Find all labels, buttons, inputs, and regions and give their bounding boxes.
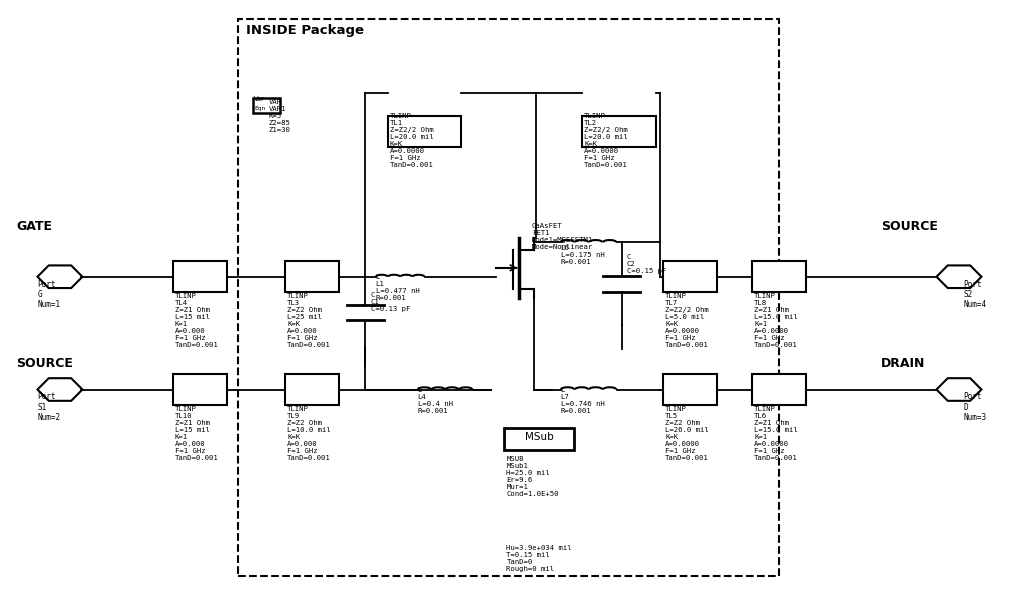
Text: VAR
VAR1
K=5
Z2=85
Z1=30: VAR VAR1 K=5 Z2=85 Z1=30 xyxy=(268,99,291,133)
FancyBboxPatch shape xyxy=(285,374,340,405)
FancyBboxPatch shape xyxy=(173,261,227,292)
FancyBboxPatch shape xyxy=(253,98,279,114)
FancyBboxPatch shape xyxy=(388,116,461,147)
Text: SOURCE: SOURCE xyxy=(882,220,938,233)
Text: Port
S2
Num=4: Port S2 Num=4 xyxy=(963,280,986,309)
Text: Hu=3.9e+034 mil
T=0.15 mil
TanD=0
Rough=0 mil: Hu=3.9e+034 mil T=0.15 mil TanD=0 Rough=… xyxy=(506,545,572,572)
Text: TLINP
TL10
Z=Z1 Ohm
L=15 mil
K=1
A=0.000
F=1 GHz
TanD=0.001: TLINP TL10 Z=Z1 Ohm L=15 mil K=1 A=0.000… xyxy=(175,406,219,461)
Text: GaAsFET
FET1
Mode1=MESFETM1
Mode=Nonlinear: GaAsFET FET1 Mode1=MESFETM1 Mode=Nonline… xyxy=(532,223,593,250)
Bar xyxy=(237,18,780,577)
Text: GATE: GATE xyxy=(16,220,52,233)
Text: L
L7
L=0.746 nH
R=0.001: L L7 L=0.746 nH R=0.001 xyxy=(561,387,605,414)
Text: Var: Var xyxy=(254,96,265,102)
Text: TLINP
TL1
Z=Z2/2 Ohm
L=20.0 mil
K=K
A=0.0000
F=1 GHz
TanD=0.001: TLINP TL1 Z=Z2/2 Ohm L=20.0 mil K=K A=0.… xyxy=(390,113,434,168)
FancyBboxPatch shape xyxy=(173,374,227,405)
Text: L
L6
L=0.175 nH
R=0.001: L L6 L=0.175 nH R=0.001 xyxy=(561,237,605,265)
Text: TLINP
TL3
Z=Z2 Ohm
L=25 mil
K=K
A=0.000
F=1 GHz
TanD=0.001: TLINP TL3 Z=Z2 Ohm L=25 mil K=K A=0.000 … xyxy=(287,293,331,348)
Text: TLINP
TL2
Z=Z2/2 Ohm
L=20.0 mil
K=K
A=0.0000
F=1 GHz
TanD=0.001: TLINP TL2 Z=Z2/2 Ohm L=20.0 mil K=K A=0.… xyxy=(584,113,628,168)
Text: MSub: MSub xyxy=(525,432,553,442)
Text: TLINP
TL6
Z=Z1 Ohm
L=15.0 mil
K=1
A=0.0000
F=1 GHz
TanD=0.001: TLINP TL6 Z=Z1 Ohm L=15.0 mil K=1 A=0.00… xyxy=(754,406,798,461)
Text: DRAIN: DRAIN xyxy=(882,357,926,370)
Text: INSIDE Package: INSIDE Package xyxy=(246,24,364,37)
Text: TLINP
TL8
Z=Z1 Ohm
L=15.0 mil
K=1
A=0.0000
F=1 GHz
TanD=0.001: TLINP TL8 Z=Z1 Ohm L=15.0 mil K=1 A=0.00… xyxy=(754,293,798,348)
Text: L
L1
L=0.477 nH
R=0.001: L L1 L=0.477 nH R=0.001 xyxy=(375,274,419,300)
FancyBboxPatch shape xyxy=(504,427,574,450)
Text: Port
G
Num=1: Port G Num=1 xyxy=(38,280,60,309)
FancyBboxPatch shape xyxy=(752,261,806,292)
Text: C
C2
C=0.15 pF: C C2 C=0.15 pF xyxy=(627,254,666,274)
FancyBboxPatch shape xyxy=(663,374,717,405)
Text: Port
S1
Num=2: Port S1 Num=2 xyxy=(38,393,60,422)
Text: C
C1
C=0.13 pF: C C1 C=0.13 pF xyxy=(370,292,410,312)
FancyBboxPatch shape xyxy=(663,261,717,292)
Text: TLINP
TL4
Z=Z1 Ohm
L=15 mil
K=1
A=0.000
F=1 GHz
TanD=0.001: TLINP TL4 Z=Z1 Ohm L=15 mil K=1 A=0.000 … xyxy=(175,293,219,348)
FancyBboxPatch shape xyxy=(582,116,656,147)
Text: TLINP
TL5
Z=Z2 Ohm
L=26.0 mil
K=K
A=0.0000
F=1 GHz
TanD=0.001: TLINP TL5 Z=Z2 Ohm L=26.0 mil K=K A=0.00… xyxy=(665,406,709,461)
FancyBboxPatch shape xyxy=(285,261,340,292)
Text: Eqn: Eqn xyxy=(254,107,265,111)
Text: SOURCE: SOURCE xyxy=(16,357,73,370)
FancyBboxPatch shape xyxy=(752,374,806,405)
Text: TLINP
TL9
Z=Z2 Ohm
L=10.0 mil
K=K
A=0.000
F=1 GHz
TanD=0.001: TLINP TL9 Z=Z2 Ohm L=10.0 mil K=K A=0.00… xyxy=(287,406,331,461)
Text: MSUB
MSub1
H=25.0 mil
Er=9.6
Mur=1
Cond=1.0E+50: MSUB MSub1 H=25.0 mil Er=9.6 Mur=1 Cond=… xyxy=(506,456,559,497)
Text: Port
D
Num=3: Port D Num=3 xyxy=(963,393,986,422)
Text: TLINP
TL7
Z=Z2/2 Ohm
L=5.0 mil
K=K
A=0.0000
F=1 GHz
TanD=0.001: TLINP TL7 Z=Z2/2 Ohm L=5.0 mil K=K A=0.0… xyxy=(665,293,709,348)
Text: L
L4
L=0.4 nH
R=0.001: L L4 L=0.4 nH R=0.001 xyxy=(417,387,452,414)
